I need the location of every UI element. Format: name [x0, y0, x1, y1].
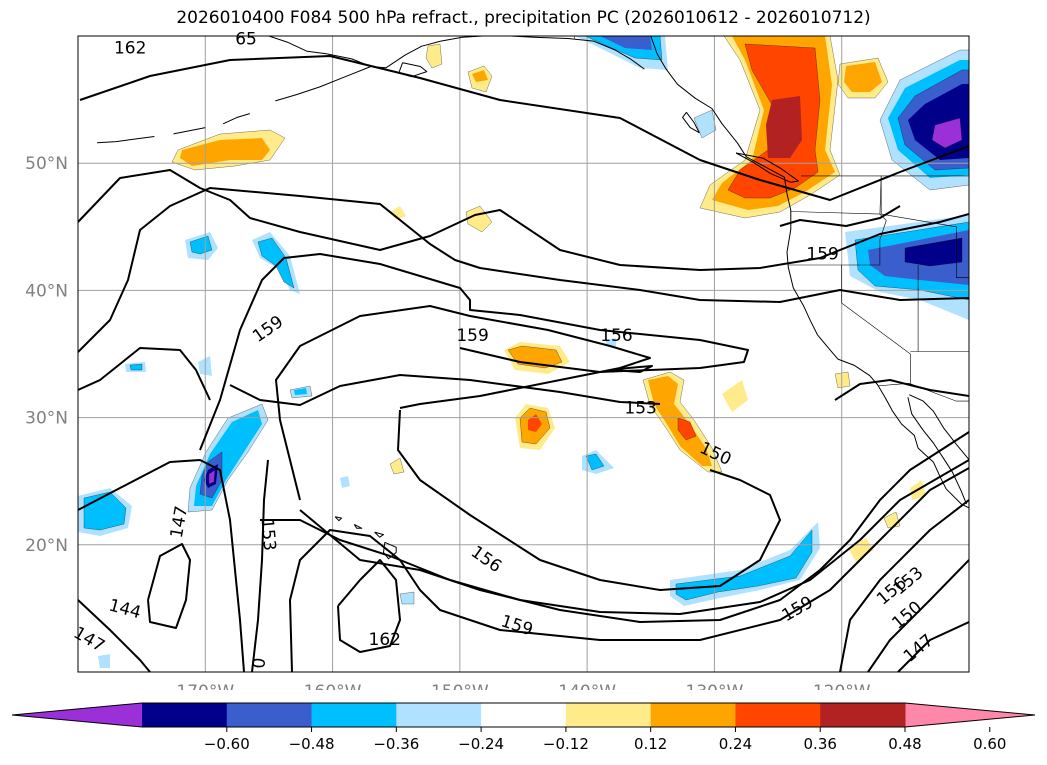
colorbar-bin [396, 703, 481, 727]
colorbar-tick-label: 0.36 [804, 735, 837, 753]
colorbar-tick-label: 0.60 [973, 735, 1006, 753]
colorbar-tick-label: 0.12 [634, 735, 667, 753]
colorbar-tick-label: 0.48 [888, 735, 921, 753]
colorbar-bin [142, 703, 227, 727]
colorbar-bin [566, 703, 651, 727]
colorbar-bin [735, 703, 820, 727]
colorbar-tick-label: −0.60 [204, 735, 250, 753]
colorbar-bin [651, 703, 736, 727]
colorbar-extend-min [12, 703, 142, 727]
colorbar-bin [227, 703, 312, 727]
colorbar-bin [481, 703, 566, 727]
colorbar-tick-label: 0.24 [719, 735, 752, 753]
colorbar-tick-label: −0.24 [458, 735, 504, 753]
colorbar-tick-label: −0.48 [289, 735, 335, 753]
colorbar-tick-label: −0.36 [373, 735, 419, 753]
colorbar-extend-max [905, 703, 1035, 727]
colorbar: −0.60 −0.48 −0.36 −0.24 −0.12 0.12 0.24 0.36 0.4… [0, 0, 1047, 765]
colorbar-bin [312, 703, 397, 727]
colorbar-tick-label: −0.12 [543, 735, 589, 753]
colorbar-bin [820, 703, 905, 727]
